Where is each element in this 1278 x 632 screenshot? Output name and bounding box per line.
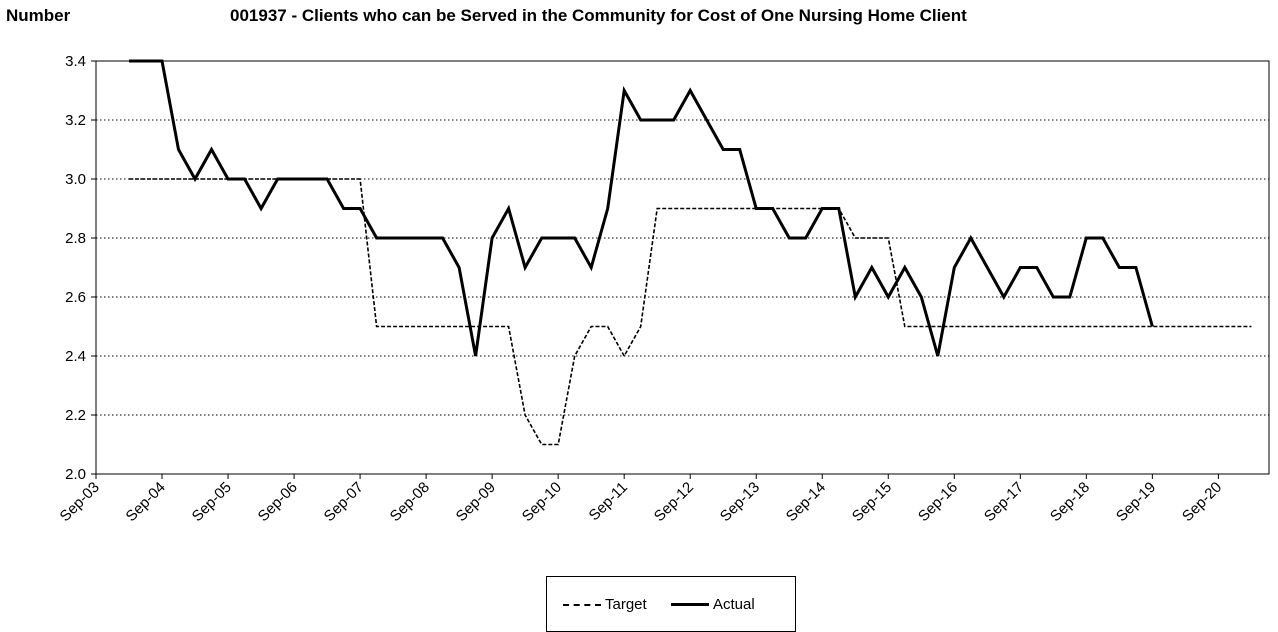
legend-swatch-target <box>563 603 601 606</box>
x-tick-label: Sep-13 <box>717 479 763 525</box>
y-axis-label: Number <box>6 6 71 25</box>
plot-area-frame <box>95 60 1270 475</box>
x-tick-label: Sep-03 <box>57 479 103 525</box>
legend-label-actual: Actual <box>713 596 755 613</box>
y-tick-label: 3.0 <box>65 171 86 188</box>
x-tick-label: Sep-19 <box>1113 479 1159 525</box>
y-tick-label: 2.6 <box>65 289 86 306</box>
y-tick-label: 2.8 <box>65 230 86 247</box>
y-tick-label: 2.0 <box>65 466 86 483</box>
legend-item-actual: Actual <box>671 596 755 613</box>
y-tick-label: 2.2 <box>65 407 86 424</box>
legend-item-target: Target <box>563 596 647 613</box>
y-tick-label: 3.4 <box>65 53 86 70</box>
x-tick-label: Sep-12 <box>651 479 697 525</box>
x-tick-label: Sep-15 <box>849 479 895 525</box>
x-tick-label: Sep-11 <box>586 479 631 524</box>
x-tick-label: Sep-09 <box>453 479 499 525</box>
y-tick-label: 3.2 <box>65 112 86 129</box>
x-tick-label: Sep-05 <box>189 479 235 525</box>
gridlines <box>96 119 1269 416</box>
x-tick-label: Sep-04 <box>123 479 169 525</box>
x-tick-label: Sep-14 <box>783 479 829 525</box>
series-line-actual <box>129 59 1154 357</box>
x-tick-label: Sep-16 <box>915 479 961 525</box>
x-tick-label: Sep-10 <box>519 479 565 525</box>
x-tick-label: Sep-18 <box>1047 479 1093 525</box>
x-tick-label: Sep-06 <box>255 479 301 525</box>
y-tick-label: 2.4 <box>65 348 86 365</box>
y-axis-ticks: 2.0 2.2 2.4 2.6 2.8 3.0 3.2 3.4 <box>65 53 96 483</box>
series-line-target <box>129 178 1252 446</box>
x-tick-label: Sep-20 <box>1179 479 1225 525</box>
legend-swatch-actual <box>671 603 709 606</box>
legend-label-target: Target <box>605 596 647 613</box>
x-tick-label: Sep-07 <box>321 479 367 525</box>
chart-title: 001937 - Clients who can be Served in th… <box>230 6 967 25</box>
x-tick-label: Sep-08 <box>387 479 433 525</box>
series-lines <box>129 59 1252 446</box>
x-axis-ticks: Sep-03 Sep-04 Sep-05 Sep-06 Sep-07 Sep-08 Sep-… <box>57 474 1225 525</box>
legend: Target Actual <box>546 576 796 632</box>
line-chart: 2.02.22.42.62.83.03.23.4 Sep-03 Sep-04 Sep… <box>57 53 1270 525</box>
x-tick-label: Sep-17 <box>981 479 1027 525</box>
